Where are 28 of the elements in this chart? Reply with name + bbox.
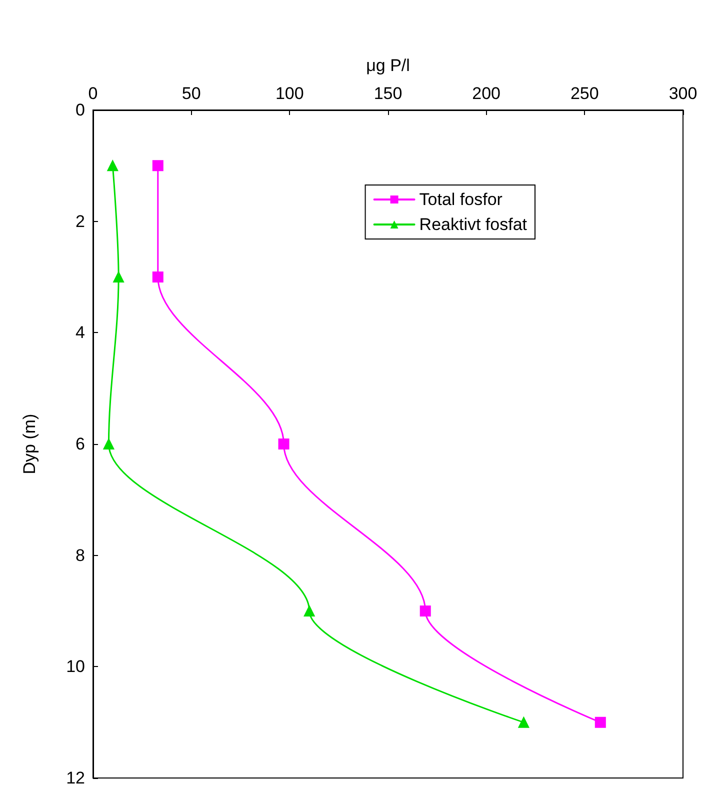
point (420, 606, 431, 616)
point (113, 272, 124, 282)
y-tick-label: 8 (76, 546, 85, 565)
y-tick-label: 4 (76, 323, 85, 342)
y-tick-label: 10 (66, 657, 85, 676)
y-axis-title: Dyp (m) (20, 414, 39, 474)
x-tick-label: 200 (472, 84, 501, 103)
point (107, 160, 118, 172)
point (152, 272, 164, 282)
y-tick-label: 12 (66, 768, 85, 788)
x-tick-label: 50 (182, 84, 201, 103)
x-tick-label: 300 (668, 84, 698, 103)
x-tick-label: 150 (374, 84, 402, 103)
point (594, 716, 606, 728)
point (152, 160, 164, 172)
y-tick-label: 2 (76, 212, 85, 231)
legend-label: Total fosfor (419, 190, 503, 209)
x-tick-label: 250 (570, 84, 599, 103)
legend-label: Reaktivt fosfat (419, 215, 528, 234)
point (278, 438, 290, 450)
x-tick-label: 0 (88, 84, 98, 103)
x-axis-title: μg P/l (366, 56, 410, 75)
y-tick-label: 0 (76, 100, 85, 120)
point (103, 438, 114, 450)
point (518, 716, 530, 728)
point (304, 606, 315, 616)
y-tick-label: 6 (76, 434, 85, 454)
x-tick-label: 100 (275, 84, 304, 103)
